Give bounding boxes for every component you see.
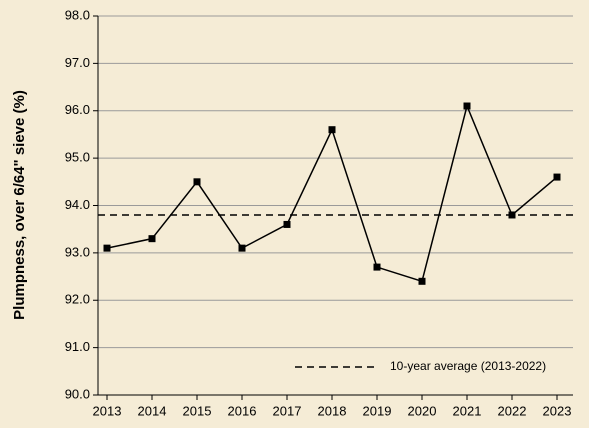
y-tick-label: 90.0: [65, 386, 90, 401]
x-tick-label: 2019: [363, 403, 392, 418]
y-tick-label: 94.0: [65, 197, 90, 212]
data-point: [418, 277, 426, 285]
data-point: [103, 244, 111, 252]
x-tick-label: 2020: [408, 403, 437, 418]
data-point: [148, 235, 156, 243]
y-tick-label: 92.0: [65, 292, 90, 307]
data-point: [373, 263, 381, 271]
y-tick-label: 93.0: [65, 244, 90, 259]
data-point: [193, 178, 201, 186]
data-point: [508, 211, 516, 219]
x-tick-label: 2016: [228, 403, 257, 418]
x-tick-label: 2014: [138, 403, 167, 418]
y-tick-label: 98.0: [65, 7, 90, 22]
y-tick-label: 96.0: [65, 102, 90, 117]
x-tick-label: 2013: [93, 403, 122, 418]
x-tick-label: 2015: [183, 403, 212, 418]
x-tick-label: 2022: [498, 403, 527, 418]
y-tick-label: 91.0: [65, 339, 90, 354]
y-axis-label: Plumpness, over 6/64" sieve (%): [11, 90, 28, 320]
data-point: [328, 126, 336, 134]
legend-label: 10-year average (2013-2022): [390, 359, 546, 373]
y-tick-label: 95.0: [65, 150, 90, 165]
x-tick-label: 2023: [543, 403, 572, 418]
x-tick-label: 2017: [273, 403, 302, 418]
data-point: [463, 102, 471, 110]
x-tick-label: 2021: [453, 403, 482, 418]
data-point: [238, 244, 246, 252]
y-tick-label: 97.0: [65, 55, 90, 70]
x-tick-label: 2018: [318, 403, 347, 418]
data-point: [283, 220, 291, 228]
data-point: [553, 173, 561, 181]
